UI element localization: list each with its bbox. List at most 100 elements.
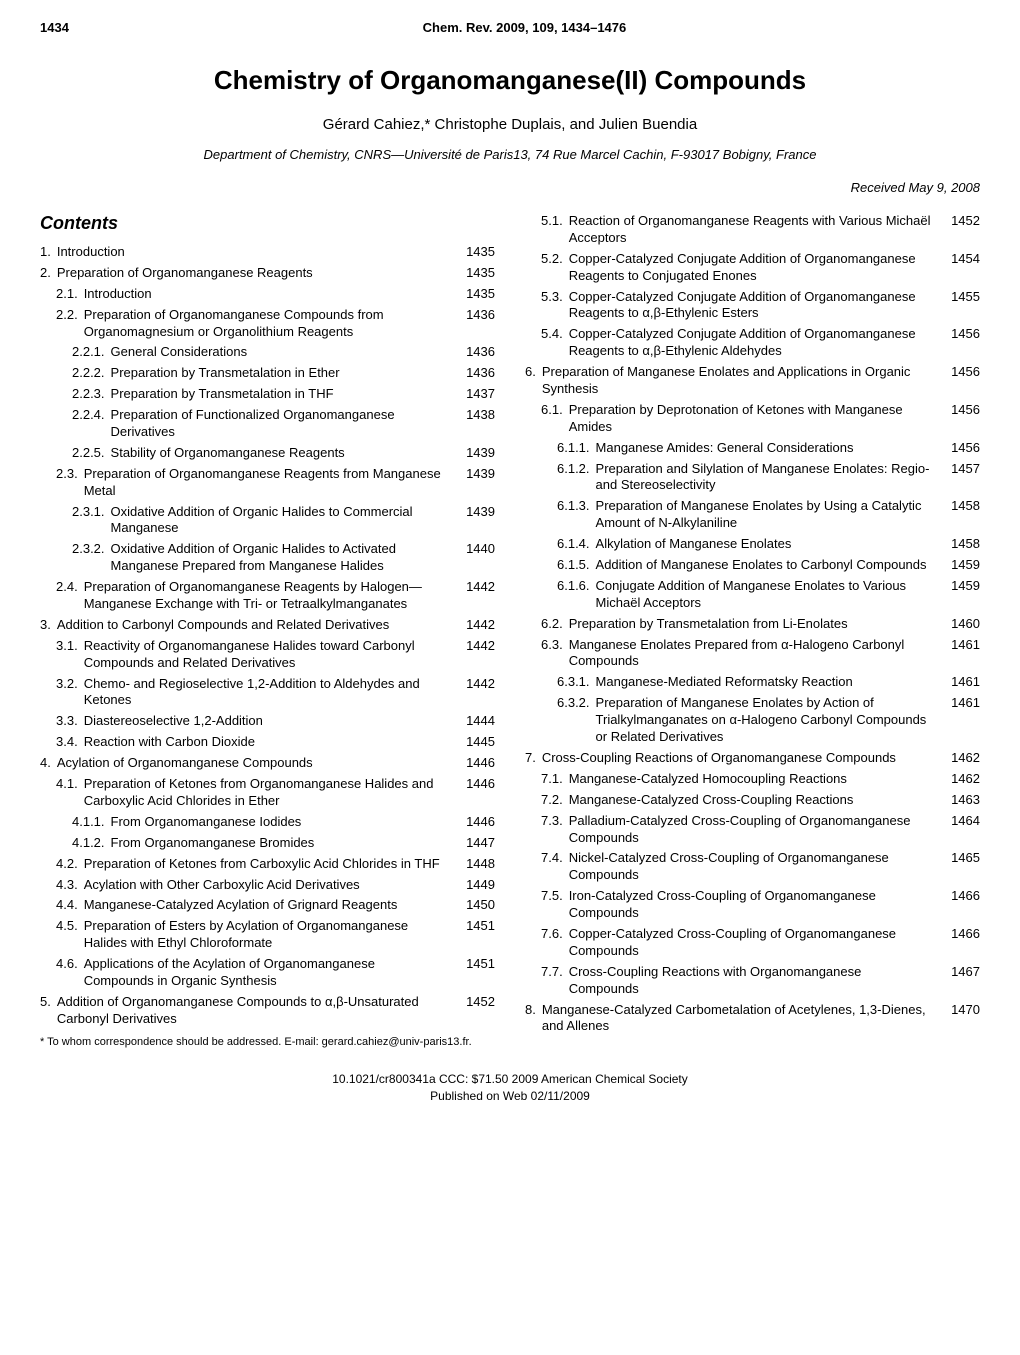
toc-entry: 5.3.Copper-Catalyzed Conjugate Addition …	[525, 289, 980, 323]
toc-page: 1439	[455, 445, 495, 462]
toc-label: Nickel-Catalyzed Cross-Coupling of Organ…	[569, 850, 940, 884]
toc-page: 1448	[455, 856, 495, 873]
toc-number: 5.1.	[525, 213, 569, 230]
affiliation: Department of Chemistry, CNRS—Université…	[40, 147, 980, 162]
toc-page: 1458	[940, 498, 980, 515]
toc-page: 1444	[455, 713, 495, 730]
toc-label: General Considerations	[111, 344, 455, 361]
toc-entry: 2.2.Preparation of Organomanganese Compo…	[40, 307, 495, 341]
toc-entry: 7.Cross-Coupling Reactions of Organomang…	[525, 750, 980, 767]
toc-label: Preparation of Organomanganese Reagents …	[84, 579, 455, 613]
toc-label: Preparation of Organomanganese Reagents	[57, 265, 455, 282]
toc-entry: 6.Preparation of Manganese Enolates and …	[525, 364, 980, 398]
toc-page: 1459	[940, 557, 980, 574]
toc-label: Manganese Enolates Prepared from α-Halog…	[569, 637, 940, 671]
toc-number: 2.2.3.	[40, 386, 111, 403]
toc-entry: 4.1.Preparation of Ketones from Organoma…	[40, 776, 495, 810]
toc-number: 5.2.	[525, 251, 569, 268]
toc-label: Preparation and Silylation of Manganese …	[596, 461, 940, 495]
toc-page: 1436	[455, 307, 495, 324]
toc-label: Addition of Manganese Enolates to Carbon…	[596, 557, 940, 574]
toc-entry: 3.3.Diastereoselective 1,2-Addition1444	[40, 713, 495, 730]
toc-entry: 4.1.1.From Organomanganese Iodides1446	[40, 814, 495, 831]
toc-page: 1451	[455, 918, 495, 935]
toc-number: 6.	[525, 364, 542, 381]
toc-label: Acylation with Other Carboxylic Acid Der…	[84, 877, 455, 894]
journal-ref: Chem. Rev. 2009, 109, 1434–1476	[423, 20, 627, 35]
toc-label: Manganese Amides: General Considerations	[596, 440, 940, 457]
toc-number: 2.2.	[40, 307, 84, 324]
toc-page: 1456	[940, 364, 980, 381]
toc-number: 6.1.	[525, 402, 569, 419]
toc-entry: 2.2.3.Preparation by Transmetalation in …	[40, 386, 495, 403]
toc-label: Manganese-Catalyzed Homocoupling Reactio…	[569, 771, 940, 788]
toc-label: Reactivity of Organomanganese Halides to…	[84, 638, 455, 672]
toc-label: Reaction with Carbon Dioxide	[84, 734, 455, 751]
toc-entry: 6.1.3.Preparation of Manganese Enolates …	[525, 498, 980, 532]
toc-entry: 3.Addition to Carbonyl Compounds and Rel…	[40, 617, 495, 634]
toc-number: 3.4.	[40, 734, 84, 751]
toc-page: 1465	[940, 850, 980, 867]
toc-page: 1436	[455, 344, 495, 361]
toc-number: 4.1.1.	[40, 814, 111, 831]
toc-label: Manganese-Catalyzed Cross-Coupling React…	[569, 792, 940, 809]
toc-page: 1435	[455, 265, 495, 282]
toc-page: 1451	[455, 956, 495, 973]
toc-page: 1464	[940, 813, 980, 830]
toc-number: 4.1.2.	[40, 835, 111, 852]
toc-label: Preparation of Manganese Enolates and Ap…	[542, 364, 940, 398]
toc-entry: 6.1.4.Alkylation of Manganese Enolates14…	[525, 536, 980, 553]
toc-number: 4.6.	[40, 956, 84, 973]
toc-page: 1463	[940, 792, 980, 809]
toc-label: Cross-Coupling Reactions of Organomangan…	[542, 750, 940, 767]
received-date: Received May 9, 2008	[40, 180, 980, 195]
toc-label: Preparation of Ketones from Carboxylic A…	[84, 856, 455, 873]
toc-entry: 4.3.Acylation with Other Carboxylic Acid…	[40, 877, 495, 894]
toc-number: 4.4.	[40, 897, 84, 914]
toc-label: Reaction of Organomanganese Reagents wit…	[569, 213, 940, 247]
toc-page: 1461	[940, 695, 980, 712]
toc-number: 4.1.	[40, 776, 84, 793]
toc-number: 7.7.	[525, 964, 569, 981]
toc-label: Preparation of Ketones from Organomangan…	[84, 776, 455, 810]
toc-number: 7.4.	[525, 850, 569, 867]
toc-number: 4.5.	[40, 918, 84, 935]
toc-number: 3.3.	[40, 713, 84, 730]
toc-entry: 6.3.2.Preparation of Manganese Enolates …	[525, 695, 980, 746]
toc-page: 1452	[455, 994, 495, 1011]
toc-number: 5.4.	[525, 326, 569, 343]
toc-entry: 1.Introduction1435	[40, 244, 495, 261]
toc-entry: 6.1.Preparation by Deprotonation of Keto…	[525, 402, 980, 436]
toc-label: Copper-Catalyzed Conjugate Addition of O…	[569, 326, 940, 360]
toc-entry: 7.4.Nickel-Catalyzed Cross-Coupling of O…	[525, 850, 980, 884]
toc-label: Copper-Catalyzed Conjugate Addition of O…	[569, 289, 940, 323]
toc-number: 2.2.5.	[40, 445, 111, 462]
toc-number: 6.1.2.	[525, 461, 596, 478]
toc-number: 7.3.	[525, 813, 569, 830]
doi-copyright: 10.1021/cr800341a CCC: $71.50 2009 Ameri…	[40, 1071, 980, 1088]
toc-entry: 2.2.1.General Considerations1436	[40, 344, 495, 361]
toc-entry: 4.6.Applications of the Acylation of Org…	[40, 956, 495, 990]
toc-label: Preparation of Organomanganese Reagents …	[84, 466, 455, 500]
toc-number: 3.2.	[40, 676, 84, 693]
toc-entry: 2.2.2.Preparation by Transmetalation in …	[40, 365, 495, 382]
toc-page: 1452	[940, 213, 980, 230]
toc-label: Preparation of Organomanganese Compounds…	[84, 307, 455, 341]
right-column: 5.1.Reaction of Organomanganese Reagents…	[525, 213, 980, 1049]
toc-label: Preparation by Deprotonation of Ketones …	[569, 402, 940, 436]
toc-entry: 8.Manganese-Catalyzed Carbometalation of…	[525, 1002, 980, 1036]
toc-entry: 3.2.Chemo- and Regioselective 1,2-Additi…	[40, 676, 495, 710]
author-list: Gérard Cahiez,* Christophe Duplais, and …	[40, 116, 980, 133]
toc-page: 1442	[455, 676, 495, 693]
toc-page: 1449	[455, 877, 495, 894]
toc-page: 1470	[940, 1002, 980, 1019]
toc-entry: 5.2.Copper-Catalyzed Conjugate Addition …	[525, 251, 980, 285]
toc-number: 8.	[525, 1002, 542, 1019]
toc-number: 2.	[40, 265, 57, 282]
toc-label: Preparation by Transmetalation in Ether	[111, 365, 455, 382]
toc-page: 1458	[940, 536, 980, 553]
toc-number: 6.3.1.	[525, 674, 596, 691]
toc-page: 1435	[455, 286, 495, 303]
toc-label: Addition of Organomanganese Compounds to…	[57, 994, 455, 1028]
toc-number: 6.2.	[525, 616, 569, 633]
